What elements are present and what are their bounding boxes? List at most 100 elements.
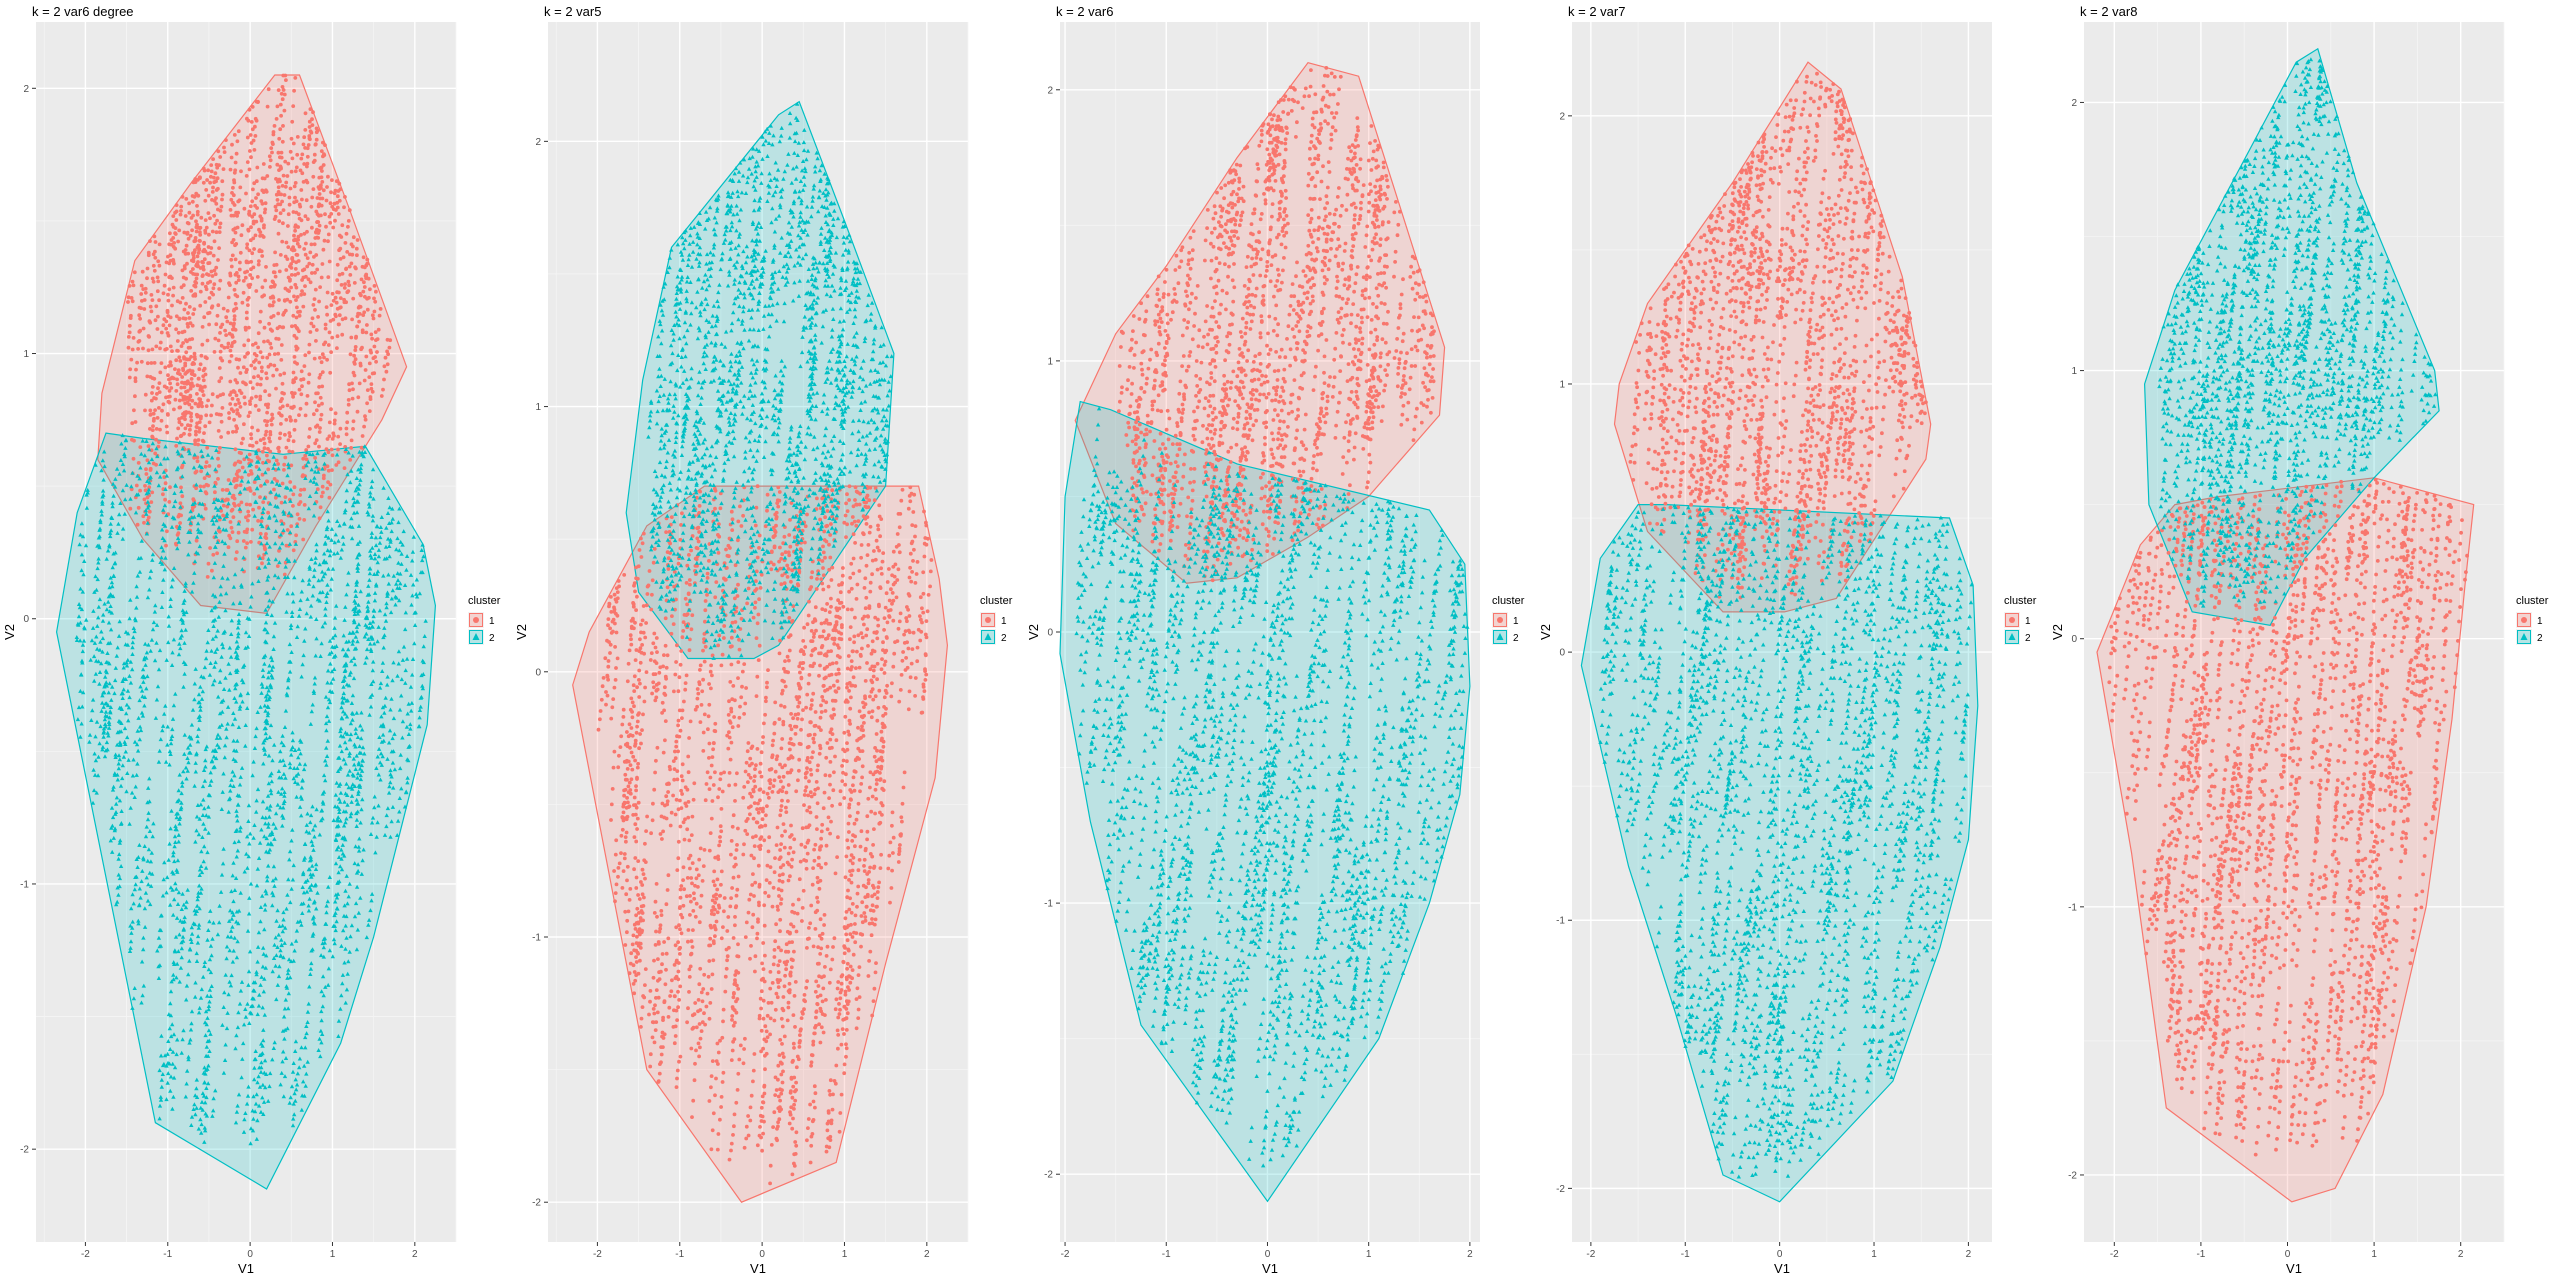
data-point [363, 368, 368, 372]
data-point [243, 545, 248, 550]
data-point [214, 201, 219, 206]
data-point [289, 136, 294, 141]
data-point [195, 739, 201, 744]
data-point [201, 439, 206, 444]
data-point [199, 353, 204, 358]
data-point [237, 450, 242, 455]
data-point [130, 347, 135, 352]
data-point [173, 367, 177, 371]
data-point [216, 456, 220, 461]
data-point [256, 262, 261, 267]
data-point [304, 241, 308, 246]
data-point [343, 282, 347, 286]
data-point [256, 448, 261, 452]
data-point [277, 136, 282, 141]
data-point [276, 311, 281, 316]
data-point [264, 189, 269, 194]
data-point [224, 497, 229, 502]
data-point [106, 599, 111, 604]
data-point [338, 426, 343, 431]
data-point [284, 543, 289, 548]
data-point [234, 472, 239, 476]
data-point [90, 708, 95, 713]
data-point [249, 363, 254, 368]
data-point [629, 726, 634, 730]
data-point [253, 233, 258, 238]
data-point [151, 252, 156, 257]
data-point [244, 191, 248, 196]
data-point [632, 689, 637, 693]
data-point [306, 217, 310, 222]
data-point [131, 757, 136, 762]
data-point [148, 427, 152, 431]
data-point [352, 373, 357, 378]
data-point [151, 424, 155, 428]
data-point [910, 647, 915, 651]
data-point [274, 208, 279, 213]
data-point [268, 158, 273, 163]
data-point [353, 348, 358, 352]
data-point [164, 395, 168, 400]
data-point [280, 325, 285, 330]
data-point [305, 394, 310, 398]
data-point [302, 292, 307, 296]
data-point [374, 289, 378, 294]
data-point [305, 164, 309, 169]
data-point [324, 198, 329, 203]
data-point [192, 373, 197, 378]
data-point [173, 210, 178, 215]
data-point [229, 354, 234, 358]
data-point [355, 314, 360, 319]
data-point [252, 480, 257, 484]
data-point [167, 364, 171, 368]
data-point [282, 92, 287, 97]
data-point [245, 541, 250, 545]
data-point [292, 427, 297, 432]
data-point [218, 278, 223, 283]
data-point [338, 305, 343, 310]
data-point [280, 85, 285, 89]
data-point [210, 274, 215, 278]
data-point [296, 225, 300, 229]
data-point [312, 242, 317, 247]
y-axis-title: V2 [2, 624, 17, 640]
data-point [157, 440, 161, 444]
data-point [349, 261, 354, 266]
data-point [288, 480, 293, 484]
data-point [264, 532, 268, 536]
data-point [306, 143, 311, 147]
data-point [280, 139, 285, 144]
data-point [397, 809, 402, 814]
data-point [661, 750, 666, 755]
data-point [332, 421, 337, 426]
data-point [328, 201, 333, 206]
data-point [295, 305, 299, 310]
data-point [234, 306, 239, 311]
data-point [729, 635, 734, 640]
data-point [182, 431, 186, 436]
data-point [278, 253, 283, 257]
data-point [198, 995, 204, 1000]
data-point [329, 447, 334, 452]
data-point [695, 687, 700, 691]
data-point [236, 274, 241, 279]
data-point [214, 265, 219, 270]
data-point [739, 524, 744, 528]
y-tick-label: 2 [23, 84, 29, 95]
data-point [272, 124, 277, 128]
data-point [354, 817, 360, 822]
data-point [210, 403, 214, 408]
data-point [270, 412, 274, 417]
data-point [194, 429, 198, 434]
data-point [148, 568, 154, 573]
data-point [231, 213, 236, 218]
data-point [207, 322, 212, 327]
data-point [134, 483, 139, 488]
data-point [321, 247, 326, 252]
data-point [241, 290, 246, 295]
x-tick-label: -1 [163, 1249, 172, 1260]
data-point [365, 261, 370, 266]
data-point [189, 270, 193, 274]
data-point [353, 726, 358, 731]
data-point [188, 386, 193, 391]
